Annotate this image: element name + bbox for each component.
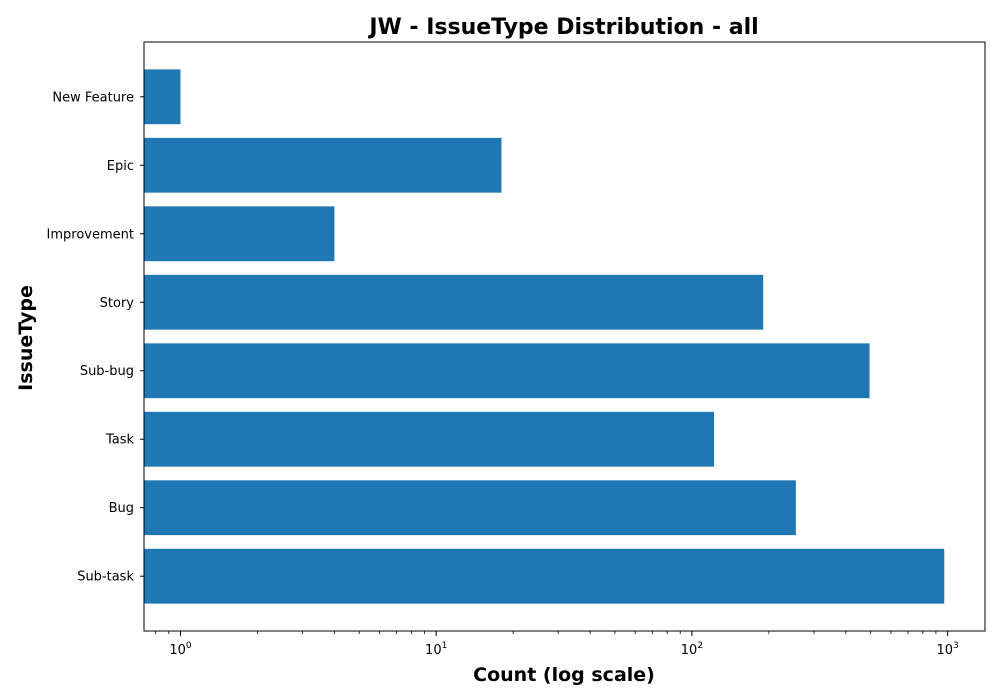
y-tick-label: New Feature [52, 90, 134, 105]
x-tick-label: 102 [681, 641, 703, 658]
x-tick-label: 100 [169, 641, 192, 658]
y-tick-label: Story [100, 296, 135, 311]
x-tick-label: 101 [425, 641, 447, 658]
y-tick-label: Improvement [47, 227, 134, 242]
x-tick-label: 103 [936, 641, 958, 658]
bar-sub-bug [144, 343, 870, 399]
plot-frame [143, 41, 986, 632]
x-ticks-layer: 100 101 102 103 [155, 631, 959, 658]
bars-layer [144, 69, 945, 604]
bar-story [144, 274, 764, 330]
x-axis-label: Count (log scale) [473, 664, 655, 686]
bar-new-feature [144, 69, 181, 125]
bar-task [144, 411, 714, 467]
bar-epic [144, 137, 502, 193]
y-tick-label: Epic [107, 159, 134, 174]
bar-bug [144, 480, 796, 536]
y-tick-label: Task [105, 433, 135, 448]
bar-sub-task [144, 548, 945, 604]
chart-title: JW - IssueType Distribution - all [367, 15, 758, 40]
y-tick-label: Sub-bug [80, 364, 134, 379]
y-tick-label: Bug [109, 501, 134, 516]
y-ticks-layer: Sub-task Bug Task Sub-bug Story Improvement Ep… [47, 90, 144, 585]
y-axis-label: IssueType [15, 285, 37, 391]
bar-improvement [144, 206, 335, 262]
y-tick-label: Sub-task [77, 570, 134, 585]
